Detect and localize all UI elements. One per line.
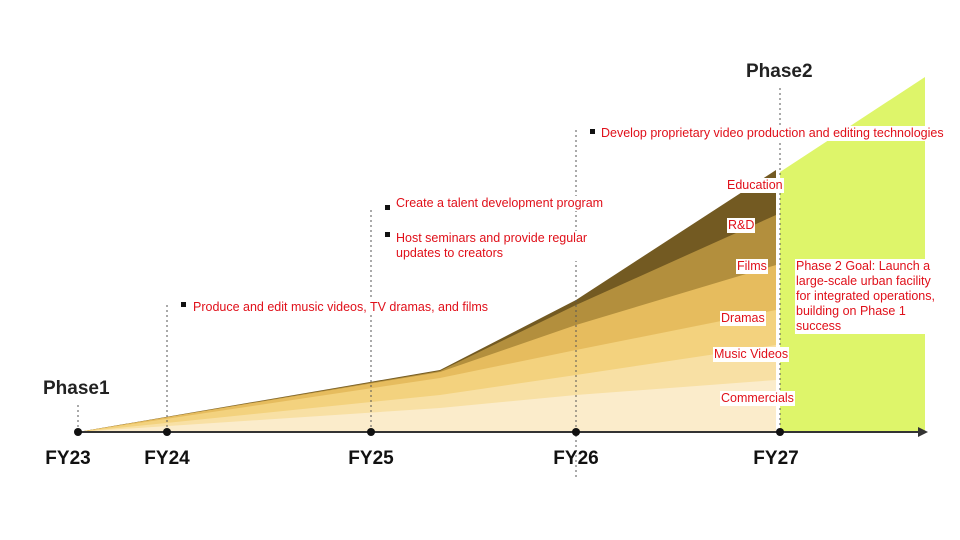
fy-label: FY24 — [144, 448, 190, 469]
timeline-dot-fy25 — [367, 428, 375, 436]
layer-commercials — [78, 380, 776, 432]
layer-label-dramas: Dramas — [720, 311, 766, 326]
timeline-arrowhead — [918, 427, 928, 437]
timeline-dot-fy23 — [74, 428, 82, 436]
layer-label-education: Education — [726, 178, 784, 193]
milestone-fy25-talent: Create a talent development program — [395, 196, 605, 211]
fy-label: FY23 — [45, 448, 91, 469]
bullet-marker — [181, 302, 186, 307]
phase2-area — [780, 77, 925, 432]
fy-label: FY25 — [348, 448, 394, 469]
milestone-fy24: Produce and edit music videos, TV dramas… — [192, 300, 490, 315]
timeline-dot-fy26 — [572, 428, 580, 436]
layer-label-music-videos: Music Videos — [713, 347, 790, 362]
bullet-marker — [385, 232, 390, 237]
fy-label: FY26 — [553, 448, 599, 469]
fy-label: FY27 — [753, 448, 799, 469]
phase1-label: Phase1 — [43, 378, 110, 399]
bullet-marker — [590, 129, 595, 134]
timeline-dot-fy24 — [163, 428, 171, 436]
milestone-fy25-seminars: Host seminars and provide regular update… — [395, 231, 612, 261]
milestone-fy26: Develop proprietary video production and… — [600, 126, 960, 141]
phase2-label: Phase2 — [746, 61, 813, 82]
layer-label-rd: R&D — [727, 218, 756, 233]
layer-label-commercials: Commercials — [720, 391, 795, 406]
bullet-marker — [385, 205, 390, 210]
timeline-dot-fy27 — [776, 428, 784, 436]
layer-label-films: Films — [736, 259, 768, 274]
phase2-goal-text: Phase 2 Goal: Launch a large-scale urban… — [795, 259, 947, 334]
